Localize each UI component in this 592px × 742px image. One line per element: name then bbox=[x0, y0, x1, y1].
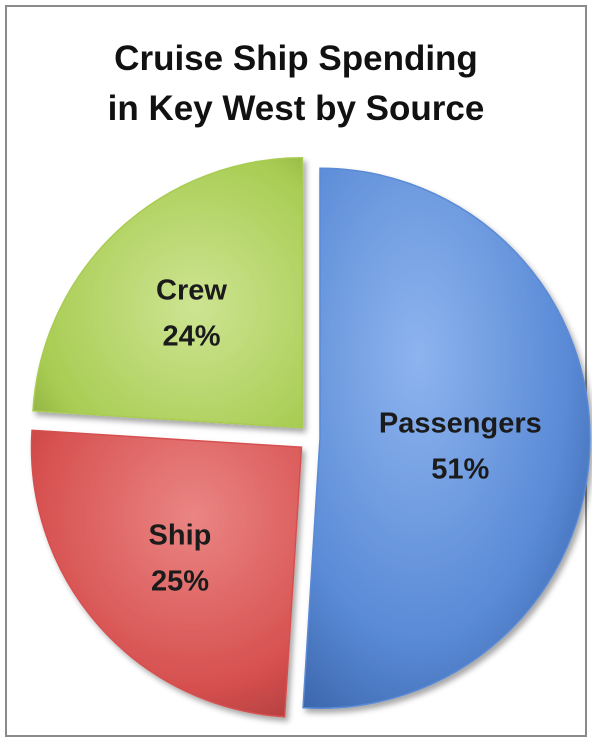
slice-label-passengers: Passengers bbox=[379, 408, 542, 440]
slice-value-ship: 25% bbox=[151, 565, 209, 597]
slice-value-passengers: 51% bbox=[431, 454, 489, 486]
slice-value-crew: 24% bbox=[162, 321, 220, 353]
slice-label-crew: Crew bbox=[156, 275, 227, 307]
slice-label-ship: Ship bbox=[149, 519, 212, 551]
chart-title: Cruise Ship Spending in Key West by Sour… bbox=[0, 34, 592, 134]
pie-slice-passengers bbox=[302, 167, 591, 709]
pie-slice-ship bbox=[30, 429, 303, 718]
chart-title-line-1: Cruise Ship Spending bbox=[114, 39, 478, 78]
chart-title-line-2: in Key West by Source bbox=[107, 89, 485, 128]
pie-slice-crew bbox=[32, 157, 304, 429]
